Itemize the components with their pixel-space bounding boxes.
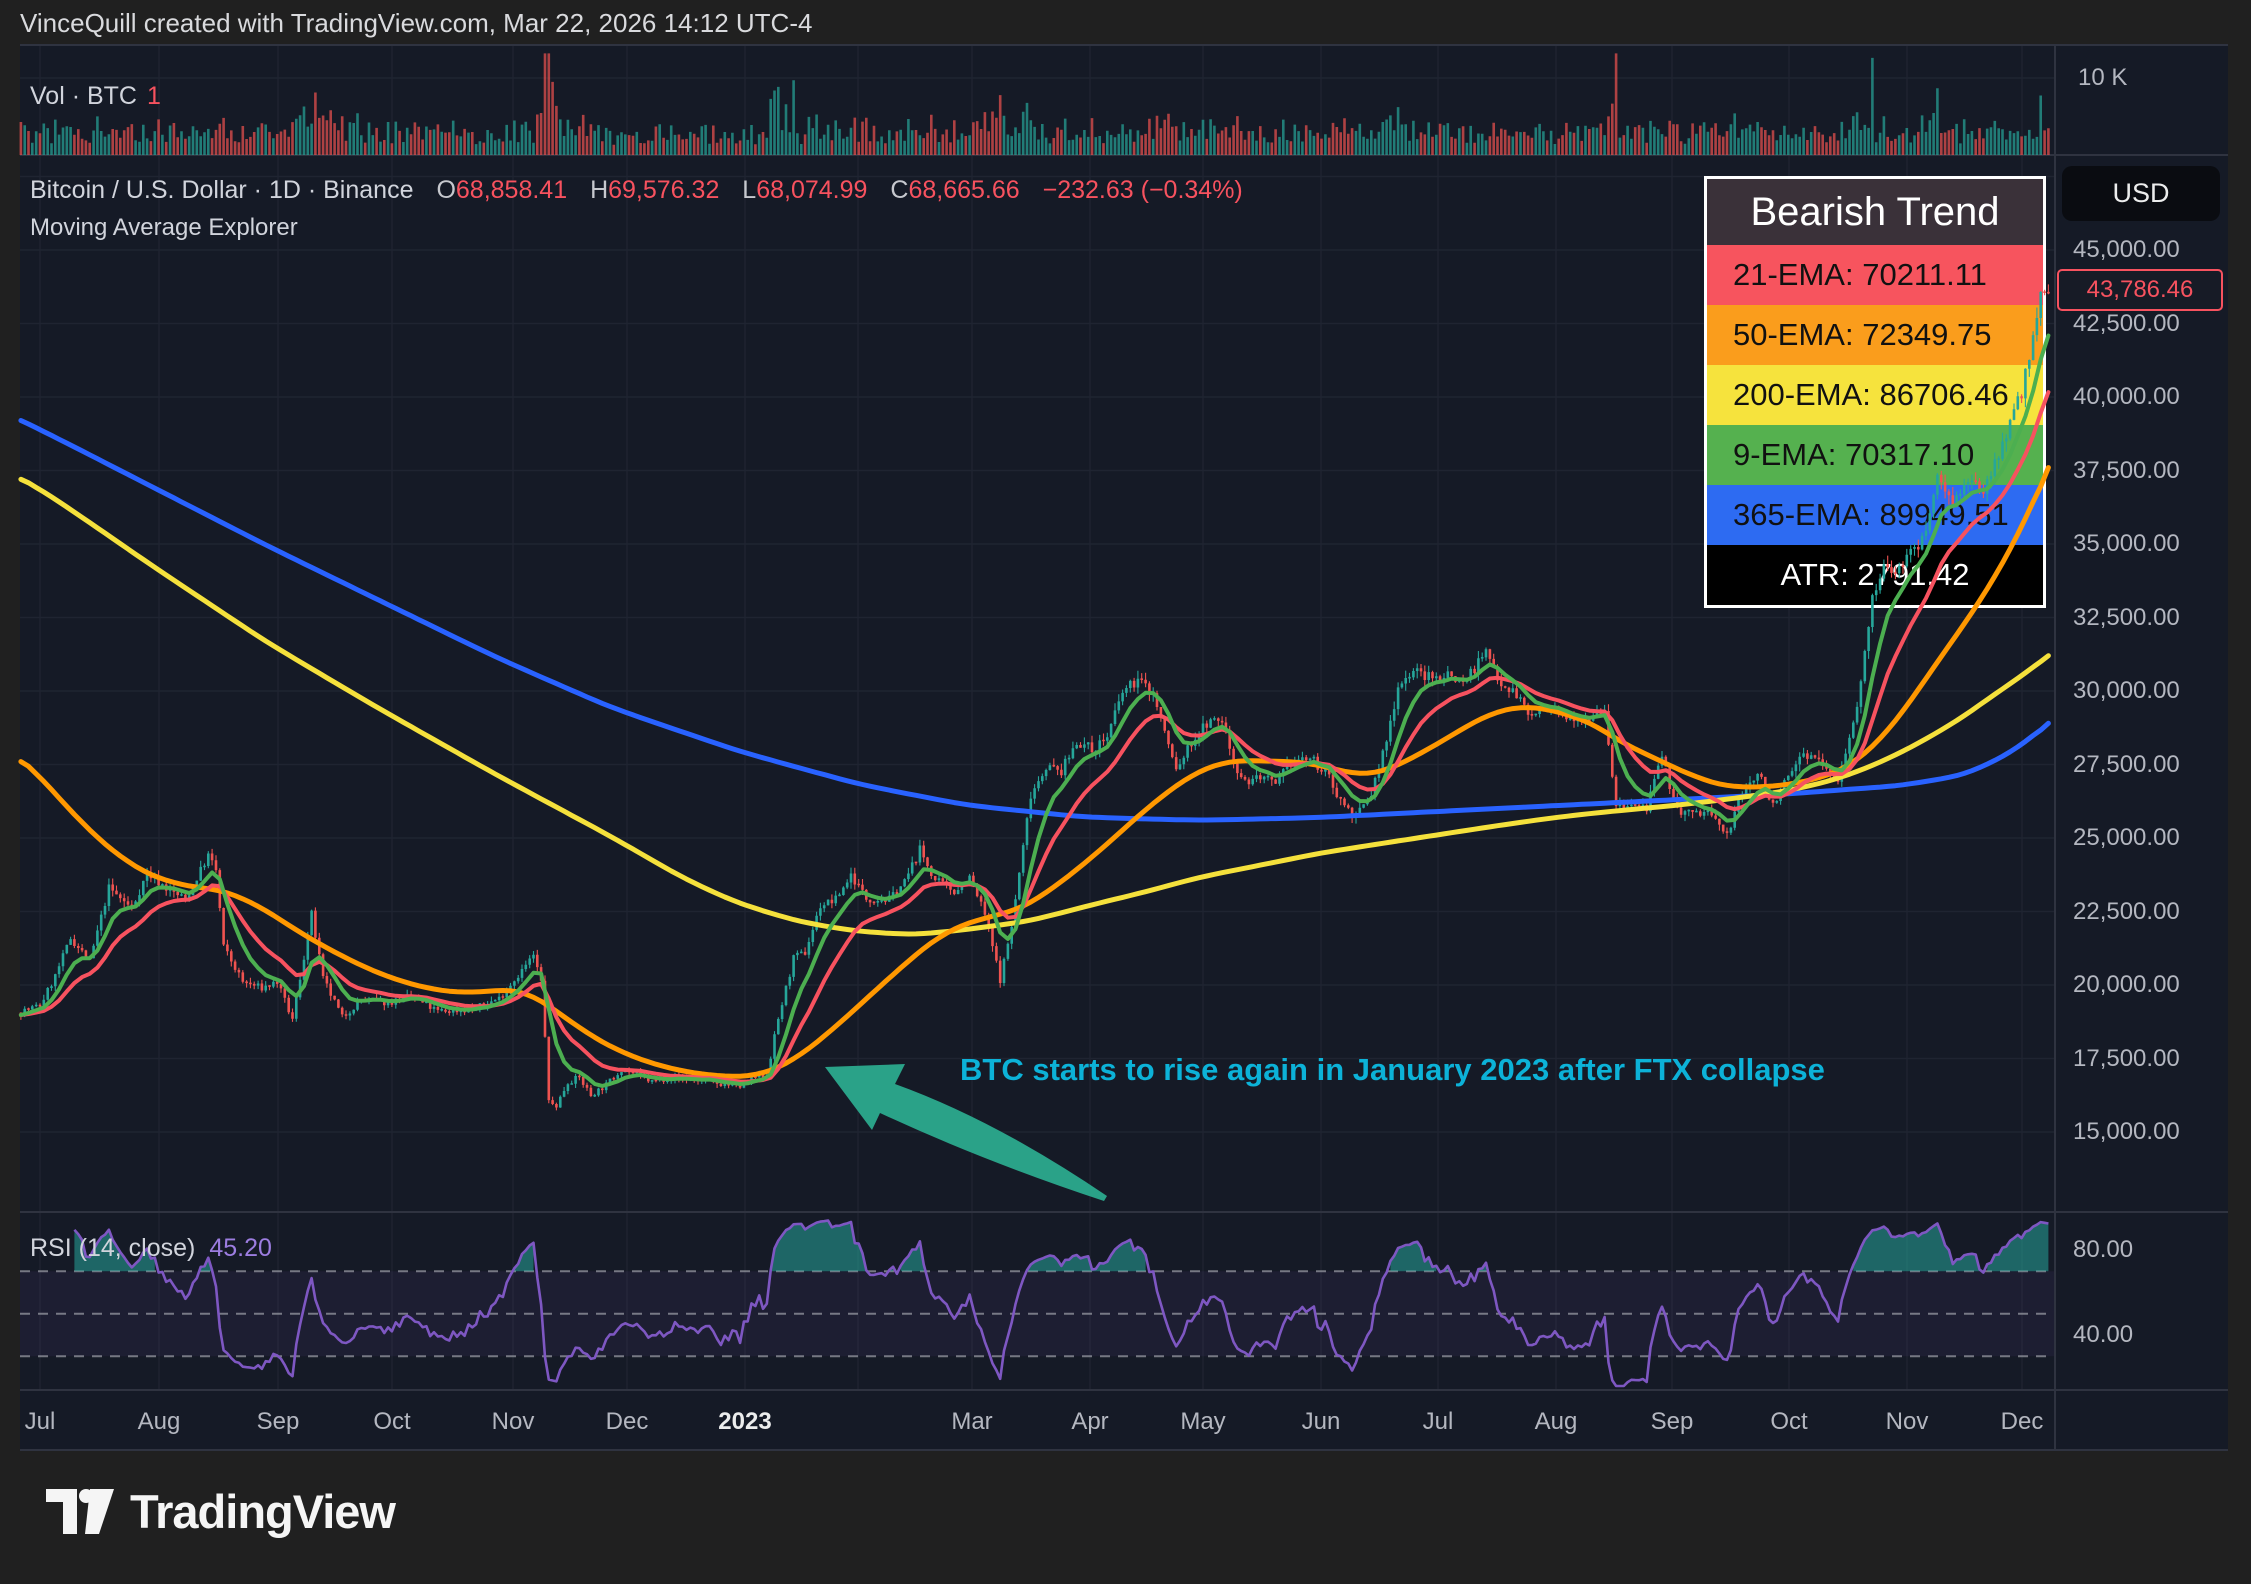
change-value: −232.63 (−0.34%) bbox=[1042, 176, 1243, 204]
time-axis-label: Aug bbox=[137, 1408, 181, 1435]
high-value: 69,576.32 bbox=[608, 176, 720, 204]
time-axis-label: Sep bbox=[256, 1408, 300, 1435]
legend-rows: 21-EMA: 70211.11 50-EMA: 72349.75 200-EMA:… bbox=[1707, 245, 2043, 605]
symbol-header: Bitcoin / U.S. Dollar · 1D · Binance O68… bbox=[30, 176, 1243, 205]
low-label: L bbox=[742, 176, 757, 204]
time-axis-label: Jul bbox=[24, 1408, 56, 1435]
price-axis-label: 27,500.00 bbox=[2073, 750, 2180, 778]
volume-indicator-label: Vol · BTC 1 bbox=[30, 82, 161, 111]
rsi-indicator-label: RSI (14, close) 45.20 bbox=[30, 1234, 272, 1263]
time-axis-label: Aug bbox=[1534, 1408, 1578, 1435]
price-axis-label: 22,500.00 bbox=[2073, 897, 2180, 925]
rsi-label-text: RSI (14, close) bbox=[30, 1234, 196, 1262]
price-axis-label: 42,500.00 bbox=[2073, 309, 2180, 337]
time-axis-label: Oct bbox=[1770, 1408, 1808, 1435]
rsi-axis-label: 80.00 bbox=[2073, 1236, 2134, 1263]
rsi-value: 45.20 bbox=[209, 1234, 272, 1262]
legend-row: 200-EMA: 86706.46 bbox=[1707, 365, 2043, 425]
price-axis-label: 35,000.00 bbox=[2073, 530, 2180, 557]
price-axis-label: 45,000.00 bbox=[2073, 236, 2180, 263]
last-price-tag: 43,786.46 bbox=[2057, 269, 2223, 311]
high-label: H bbox=[590, 176, 609, 204]
time-axis-label: Nov bbox=[1885, 1408, 1929, 1435]
indicator-name-label: Moving Average Explorer bbox=[30, 214, 298, 241]
legend-row: 21-EMA: 70211.11 bbox=[1707, 245, 2043, 305]
tradingview-logo-text: TradingView bbox=[130, 1485, 396, 1538]
snapshot-title: VinceQuill created with TradingView.com,… bbox=[20, 8, 813, 38]
time-axis-label: May bbox=[1180, 1408, 1226, 1435]
price-axis-label: 37,500.00 bbox=[2073, 456, 2180, 484]
price-axis-label: 25,000.00 bbox=[2073, 824, 2180, 851]
price-axis-label: 17,500.00 bbox=[2073, 1044, 2180, 1072]
time-axis-label: Mar bbox=[951, 1408, 993, 1435]
time-axis-label: Sep bbox=[1650, 1408, 1694, 1435]
price-axis-label: 20,000.00 bbox=[2073, 971, 2180, 998]
time-axis-label: Jul bbox=[1422, 1408, 1454, 1435]
low-value: 68,074.99 bbox=[756, 176, 868, 204]
rsi-axis-label: 40.00 bbox=[2073, 1321, 2134, 1348]
legend-title: Bearish Trend bbox=[1707, 179, 2043, 245]
ma-explorer-legend: Bearish Trend 21-EMA: 70211.11 50-EMA: 72… bbox=[1704, 176, 2046, 608]
currency-toggle-button[interactable]: USD bbox=[2062, 166, 2220, 221]
time-axis-label: Oct bbox=[373, 1408, 411, 1435]
legend-row: 9-EMA: 70317.10 bbox=[1707, 425, 2043, 485]
legend-row: 365-EMA: 89949.51 bbox=[1707, 485, 2043, 545]
time-axis-label: 2023 bbox=[718, 1408, 772, 1435]
open-label: O bbox=[436, 176, 456, 204]
volume-axis-label: 10 K bbox=[2078, 64, 2128, 91]
time-axis-label: Jun bbox=[1301, 1408, 1341, 1435]
price-axis-label: 30,000.00 bbox=[2073, 677, 2180, 704]
price-axis-label: 15,000.00 bbox=[2073, 1118, 2180, 1145]
volume-value: 1 bbox=[146, 82, 161, 110]
time-axis-label: Dec bbox=[2000, 1408, 2044, 1435]
volume-label-text: Vol · BTC bbox=[30, 82, 137, 110]
price-axis-label: 40,000.00 bbox=[2073, 383, 2180, 410]
time-axis-label: Nov bbox=[491, 1408, 535, 1435]
close-value: 68,665.66 bbox=[908, 176, 1020, 204]
open-value: 68,858.41 bbox=[455, 176, 568, 204]
tradingview-brand: TradingView bbox=[46, 1484, 396, 1539]
legend-row: 50-EMA: 72349.75 bbox=[1707, 305, 2043, 365]
annotation-text: BTC starts to rise again in January 2023… bbox=[960, 1052, 1825, 1087]
close-label: C bbox=[890, 176, 909, 204]
time-axis-label: Apr bbox=[1071, 1408, 1109, 1435]
price-axis-label: 32,500.00 bbox=[2073, 603, 2180, 631]
symbol-name: Bitcoin / U.S. Dollar · 1D · Binance bbox=[30, 176, 414, 204]
legend-row: ATR: 2791.42 bbox=[1707, 545, 2043, 605]
tradingview-logo-icon bbox=[46, 1488, 114, 1534]
time-axis-label: Dec bbox=[605, 1408, 649, 1435]
